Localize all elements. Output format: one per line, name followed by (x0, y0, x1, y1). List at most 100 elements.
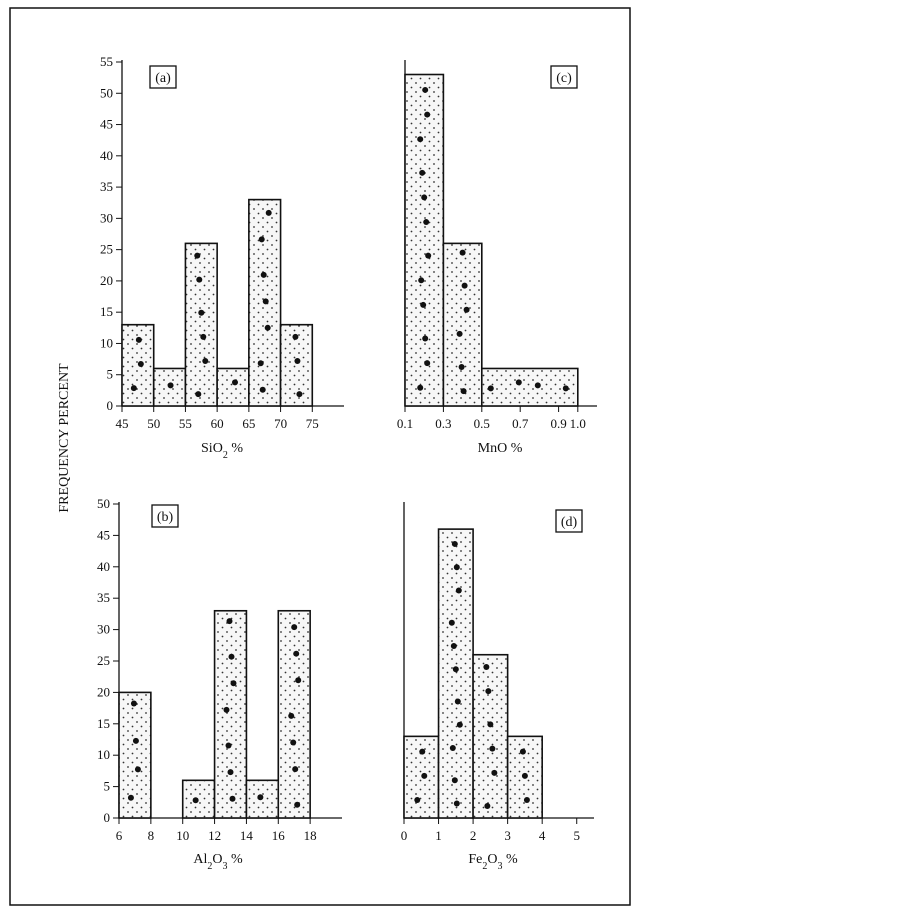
bar-marker-dot (452, 666, 459, 673)
x-tick-label: 0 (401, 828, 408, 843)
x-tick-label: 0.7 (512, 416, 529, 431)
bar-marker-dot (421, 194, 428, 201)
panel-tag-box (151, 504, 179, 528)
panel-tag-label: (d) (561, 515, 578, 530)
panel-d-fe2o3: 0 1 2 3 4 5(d)Fe2O3 % (401, 502, 594, 872)
y-tick-label: 25 (100, 242, 113, 257)
bar-marker-dot (521, 772, 528, 779)
x-tick-label: 70 (274, 416, 287, 431)
bar-marker-dot (229, 795, 236, 802)
bar-marker-dot (292, 766, 299, 773)
x-axis-title-part: % (502, 852, 518, 867)
x-axis-title-part: Fe (468, 852, 482, 867)
bar-marker-dot (463, 306, 470, 313)
bar-marker-dot (456, 330, 463, 337)
y-tick-label: 40 (97, 559, 110, 574)
panel-tag-box (550, 65, 578, 89)
x-axis-title-part: % (227, 852, 243, 867)
bar-marker-dot (291, 624, 298, 631)
y-tick-label: 5 (104, 779, 111, 794)
x-axis-title: Al2O3 % (193, 852, 243, 872)
bar-marker-dot (130, 700, 137, 707)
bar-marker-dot (167, 382, 174, 389)
x-axis-title-subscript: 3 (222, 861, 227, 872)
bar-marker-dot (192, 797, 199, 804)
bar-marker-dot (491, 769, 498, 776)
bar-marker-dot (459, 249, 466, 256)
bar-marker-dot (422, 86, 429, 93)
bar-c-0 (404, 73, 445, 407)
x-axis-title-part: % (228, 441, 244, 456)
bar-marker-dot (484, 803, 491, 810)
bar-marker-dot (295, 677, 302, 684)
x-tick-label: 0.9 (550, 416, 566, 431)
bar-marker-dot (423, 219, 430, 226)
bar-marker-dot (130, 385, 137, 392)
bar-marker-dot (262, 298, 269, 305)
x-tick-label: 1 (435, 828, 442, 843)
bar-marker-dot (485, 688, 492, 695)
y-tick-label: 15 (97, 716, 110, 731)
x-tick-label: 10 (176, 828, 189, 843)
x-axis-title-subscript: 3 (497, 861, 502, 872)
y-tick-label: 10 (100, 335, 113, 350)
bar-d-1 (437, 528, 474, 819)
bar-b-0 (118, 691, 152, 819)
bar-marker-dot (296, 391, 303, 398)
bar-marker-dot (534, 382, 541, 389)
x-axis-title-part: O (487, 852, 497, 867)
bar-marker-dot (424, 360, 431, 367)
y-tick-label: 25 (97, 653, 110, 668)
x-axis-title: MnO % (478, 441, 523, 456)
bar-marker-dot (519, 748, 526, 755)
bar-marker-dot (227, 769, 234, 776)
bar-marker-dot (264, 324, 271, 331)
bar-marker-dot (417, 384, 424, 391)
bar-marker-dot (294, 357, 301, 364)
bar-marker-dot (257, 360, 264, 367)
bar-d-0 (403, 735, 440, 819)
y-tick-label: 50 (100, 85, 113, 100)
bar-marker-dot (195, 391, 202, 398)
bar-marker-dot (194, 252, 201, 259)
panel-tag-label: (b) (157, 510, 174, 525)
bar-d-2 (472, 653, 509, 819)
bar-marker-dot (419, 748, 426, 755)
x-tick-label: 3 (504, 828, 511, 843)
x-tick-label: 60 (211, 416, 224, 431)
bar-b-5 (277, 609, 311, 819)
bar-marker-dot (453, 800, 460, 807)
y-tick-label: 55 (100, 54, 113, 69)
x-tick-label: 2 (470, 828, 477, 843)
panel-a-sio2: 0 5 10 15 20 25 30 35 40 45 50 55 45 50 55 60 65 70 75 (a) S… (100, 54, 344, 461)
x-tick-label: 75 (306, 416, 319, 431)
bar-marker-dot (293, 650, 300, 657)
bar-marker-dot (223, 706, 230, 713)
bar-marker-dot (451, 540, 458, 547)
panel-tag-box (149, 65, 177, 89)
bar-c-1 (442, 242, 483, 407)
bar-marker-dot (515, 379, 522, 386)
bar-marker-dot (414, 797, 421, 804)
bar-marker-dot (198, 309, 205, 316)
bar-marker-dot (290, 739, 297, 746)
bar-marker-dot (259, 386, 266, 393)
bar-marker-dot (257, 794, 264, 801)
bar-b-2 (181, 779, 216, 819)
x-tick-label: 50 (147, 416, 160, 431)
y-tick-label: 15 (100, 304, 113, 319)
bar-marker-dot (422, 335, 429, 342)
y-tick-label: 20 (97, 684, 110, 699)
x-tick-label: 6 (116, 828, 123, 843)
panel-tag-label: (a) (155, 71, 171, 86)
x-axis-title-part: % (507, 441, 523, 456)
y-tick-label: 30 (100, 210, 113, 225)
y-tick-label: 40 (100, 148, 113, 163)
bar-marker-dot (523, 797, 530, 804)
x-tick-label: 55 (179, 416, 192, 431)
bar-marker-dot (196, 276, 203, 283)
bar-marker-dot (487, 721, 494, 728)
y-tick-label: 30 (97, 622, 110, 637)
bar-marker-dot (200, 333, 207, 340)
y-tick-label: 5 (107, 367, 114, 382)
